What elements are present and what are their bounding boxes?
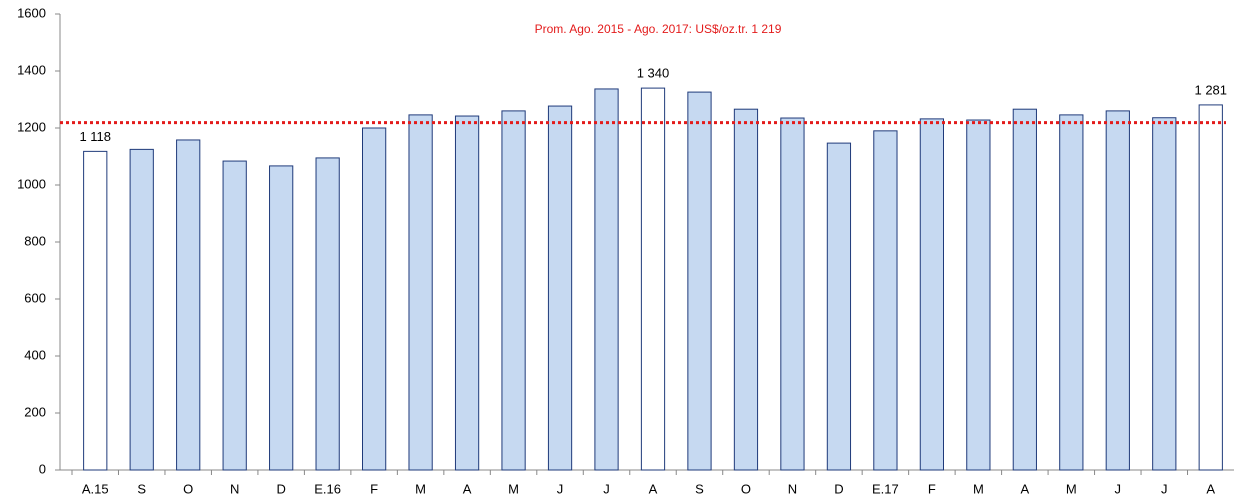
x-tick-label: N bbox=[230, 481, 239, 496]
bar bbox=[83, 150, 108, 471]
x-tick-label: M bbox=[415, 481, 426, 496]
bar bbox=[1198, 104, 1223, 471]
bar bbox=[1059, 114, 1084, 471]
x-tick-label: S bbox=[695, 481, 704, 496]
x-tick-label: A bbox=[1206, 481, 1215, 496]
y-tick-label: 1600 bbox=[17, 5, 46, 20]
value-label: 1 281 bbox=[1194, 82, 1227, 97]
bar bbox=[640, 87, 666, 471]
y-tick-label: 0 bbox=[39, 461, 46, 476]
value-label: 1 118 bbox=[79, 129, 111, 144]
y-tick-label: 800 bbox=[24, 233, 46, 248]
x-tick-label: A bbox=[1021, 481, 1030, 496]
bar bbox=[733, 108, 759, 471]
x-tick-label: J bbox=[1161, 481, 1168, 496]
x-tick-label: M bbox=[973, 481, 984, 496]
x-tick-label: F bbox=[928, 481, 936, 496]
x-tick-label: S bbox=[137, 481, 146, 496]
bar bbox=[873, 130, 898, 471]
x-tick-label: F bbox=[370, 481, 378, 496]
bar bbox=[1105, 110, 1130, 471]
x-tick-label: O bbox=[741, 481, 751, 496]
bar bbox=[362, 127, 387, 471]
x-tick-label: A bbox=[463, 481, 472, 496]
bar bbox=[1012, 108, 1037, 471]
y-tick-label: 200 bbox=[24, 404, 46, 419]
y-tick-label: 1400 bbox=[17, 62, 46, 77]
x-tick-label: J bbox=[603, 481, 610, 496]
y-tick-label: 600 bbox=[24, 290, 46, 305]
bar bbox=[594, 88, 619, 471]
bar bbox=[547, 105, 573, 471]
bar bbox=[1152, 117, 1177, 471]
bar bbox=[408, 114, 433, 471]
bar bbox=[826, 142, 852, 471]
bar bbox=[919, 118, 945, 471]
bar bbox=[222, 160, 247, 471]
x-tick-label: D bbox=[276, 481, 285, 496]
x-tick-label: E.17 bbox=[872, 481, 899, 496]
x-tick-label: E.16 bbox=[314, 481, 341, 496]
bar bbox=[176, 139, 201, 471]
bar bbox=[780, 117, 805, 471]
annotation: Prom. Ago. 2015 - Ago. 2017: US$/oz.tr. … bbox=[535, 22, 782, 36]
x-tick-label: M bbox=[1066, 481, 1077, 496]
bar bbox=[501, 110, 526, 471]
x-tick-label: J bbox=[557, 481, 564, 496]
x-tick-label: J bbox=[1115, 481, 1122, 496]
x-tick-label: O bbox=[183, 481, 193, 496]
bar bbox=[454, 115, 480, 471]
y-tick-label: 1200 bbox=[17, 119, 46, 134]
x-tick-label: N bbox=[788, 481, 797, 496]
x-tick-label: D bbox=[834, 481, 843, 496]
bar bbox=[687, 91, 712, 471]
x-tick-label: M bbox=[508, 481, 519, 496]
bar bbox=[269, 165, 294, 471]
y-tick-label: 400 bbox=[24, 347, 46, 362]
value-label: 1 340 bbox=[637, 66, 670, 81]
bar bbox=[129, 148, 154, 471]
bar bbox=[315, 157, 340, 471]
x-tick-label: A bbox=[649, 481, 658, 496]
bar bbox=[966, 119, 991, 471]
x-tick-label: A.15 bbox=[82, 481, 109, 496]
y-tick-label: 1000 bbox=[17, 176, 46, 191]
